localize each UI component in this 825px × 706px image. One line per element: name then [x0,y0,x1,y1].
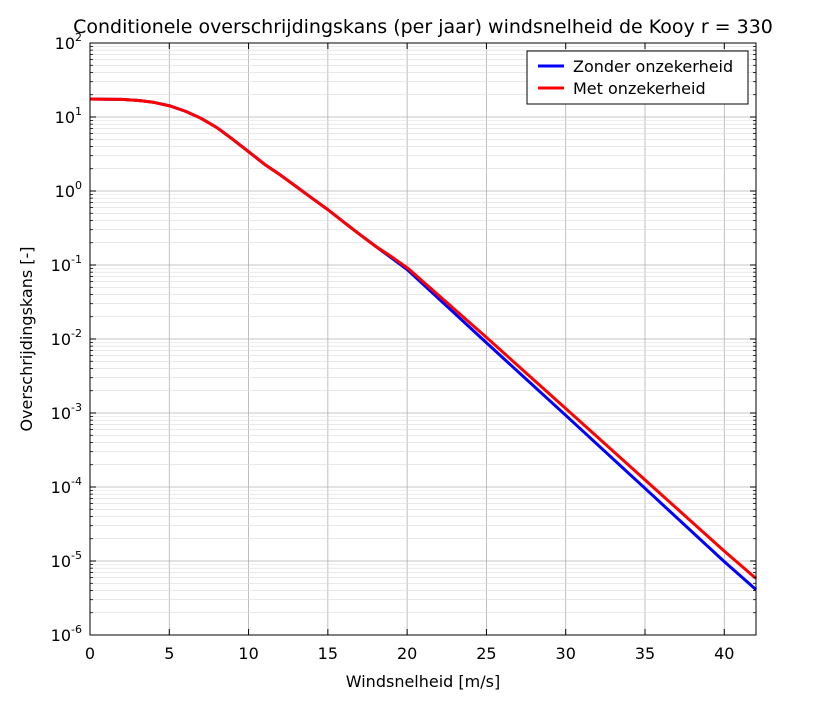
legend-label-met-onzekerheid: Met onzekerheid [573,79,706,98]
x-axis-label: Windsnelheid [m/s] [346,672,500,691]
x-tick-label: 15 [318,644,338,663]
legend: Zonder onzekerheid Met onzekerheid [526,50,749,105]
x-tick-label: 35 [635,644,655,663]
y-tick-label: 10-5 [51,549,82,571]
legend-box [526,50,749,105]
y-tick-label: 10-3 [51,401,82,423]
x-tick-labels: 0 5 10 15 20 25 30 35 40 [85,644,735,663]
y-tick-label: 10-2 [51,327,82,349]
series-layer [89,97,757,591]
ticks [89,42,756,636]
legend-label-zonder-onzekerheid: Zonder onzekerheid [573,57,733,76]
y-tick-label: 101 [55,105,82,127]
x-tick-label: 40 [714,644,734,663]
y-tick-label: 100 [55,179,82,201]
series-line-met-onzekerheid [89,97,757,580]
chart-title: Conditionele overschrijdingskans (per ja… [73,16,773,38]
grid [89,42,756,636]
y-tick-label: 102 [55,31,82,53]
x-tick-label: 25 [476,644,496,663]
y-tick-labels: 10-6 10-5 10-4 10-3 10-2 10-1 100 101 102 [51,31,82,645]
x-tick-label: 30 [556,644,576,663]
y-tick-label: 10-6 [51,623,82,645]
y-tick-label: 10-4 [51,475,82,497]
x-tick-label: 20 [397,644,417,663]
x-tick-label: 5 [164,644,174,663]
y-tick-label: 10-1 [51,253,82,275]
x-tick-label: 10 [238,644,258,663]
y-axis-label: Overschrijdingskans [-] [17,246,36,431]
x-tick-label: 0 [85,644,95,663]
